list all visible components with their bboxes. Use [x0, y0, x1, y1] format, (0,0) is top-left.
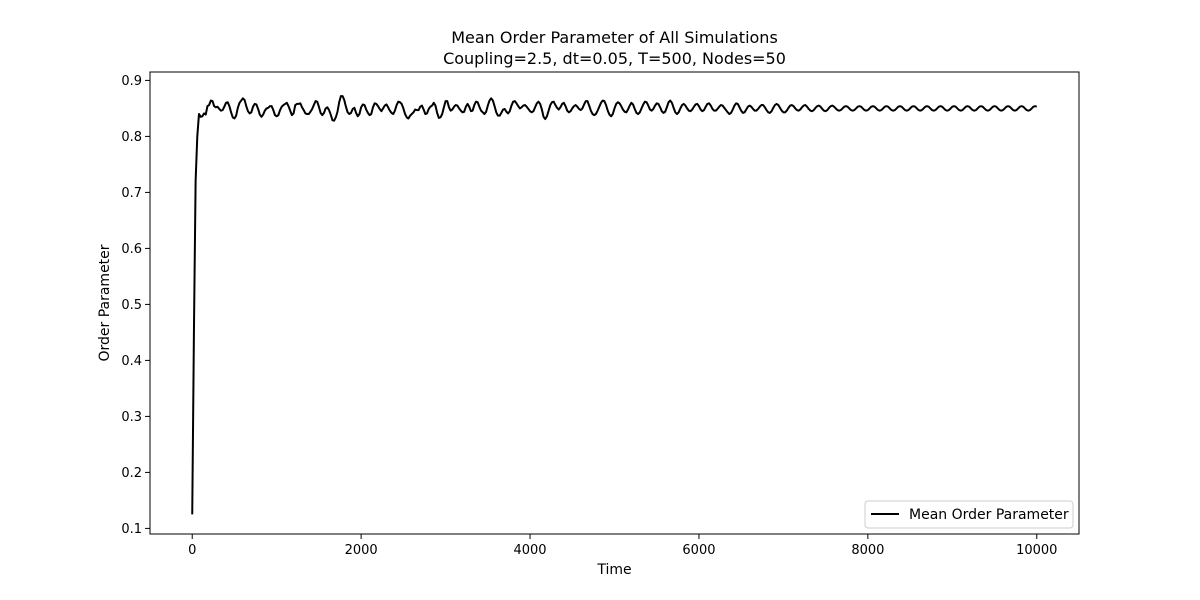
y-tick-label: 0.3 [121, 410, 142, 425]
plot-frame [149, 71, 1080, 535]
x-tick-label: 8000 [851, 543, 884, 558]
series-line-mean-order-parameter [191, 95, 1038, 515]
x-axis-label: Time [596, 562, 631, 578]
legend-box [864, 500, 1074, 529]
x-tick-label: 0 [188, 543, 196, 558]
legend: Mean Order Parameter [864, 500, 1074, 529]
y-tick-label: 0.2 [121, 466, 142, 481]
chart-subtitle: Coupling=2.5, dt=0.05, T=500, Nodes=50 [443, 49, 786, 68]
x-tick-label: 2000 [345, 543, 378, 558]
plot-area [191, 95, 1038, 515]
y-tick-label: 0.1 [121, 522, 142, 537]
y-tick-label: 0.4 [121, 354, 142, 369]
x-tick-label: 4000 [513, 543, 546, 558]
y-axis: 0.1 0.2 0.3 0.4 0.5 0.6 0.7 0.8 0.9 [121, 74, 150, 537]
x-tick-label: 10000 [1016, 543, 1057, 558]
y-tick-label: 0.7 [121, 186, 142, 201]
x-tick-label: 6000 [682, 543, 715, 558]
y-tick-label: 0.6 [121, 242, 142, 257]
y-tick-label: 0.5 [121, 298, 142, 313]
y-tick-label: 0.8 [121, 130, 142, 145]
y-tick-label: 0.9 [121, 74, 142, 89]
chart-title: Mean Order Parameter of All Simulations [451, 28, 778, 47]
x-axis: 0 2000 4000 6000 8000 10000 [188, 534, 1057, 558]
y-axis-label: Order Parameter [97, 244, 113, 361]
legend-entry-mean-order-parameter: Mean Order Parameter [909, 507, 1069, 523]
